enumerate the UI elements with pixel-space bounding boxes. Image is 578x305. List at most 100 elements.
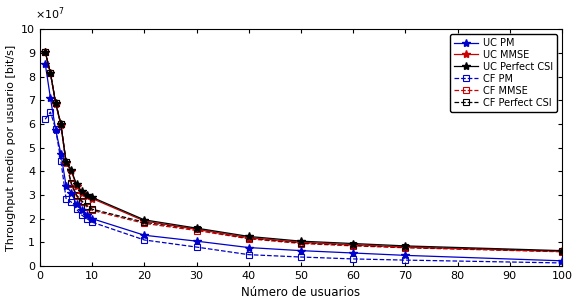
UC PM: [193, 239, 200, 243]
UC MMSE: [52, 102, 59, 106]
Legend: UC PM, UC MMSE, UC Perfect CSI, CF PM, CF MMSE, CF Perfect CSI: UC PM, UC MMSE, UC Perfect CSI, CF PM, C…: [450, 34, 557, 112]
CF MMSE: [245, 237, 252, 241]
UC Perfect CSI: [83, 193, 90, 197]
CF MMSE: [68, 182, 75, 186]
UC Perfect CSI: [68, 168, 75, 172]
UC MMSE: [558, 249, 565, 253]
CF PM: [245, 253, 252, 257]
CF Perfect CSI: [88, 207, 95, 211]
UC MMSE: [62, 161, 69, 165]
UC MMSE: [73, 184, 80, 187]
UC MMSE: [298, 241, 305, 244]
CF PM: [141, 238, 148, 242]
CF MMSE: [73, 194, 80, 198]
UC Perfect CSI: [558, 249, 565, 253]
UC PM: [62, 184, 69, 187]
CF Perfect CSI: [78, 199, 85, 203]
CF MMSE: [298, 242, 305, 245]
UC PM: [42, 62, 49, 65]
UC PM: [52, 128, 59, 132]
UC MMSE: [83, 194, 90, 198]
CF MMSE: [350, 244, 357, 248]
CF MMSE: [558, 250, 565, 254]
CF Perfect CSI: [62, 160, 69, 164]
UC MMSE: [47, 71, 54, 75]
Line: UC MMSE: UC MMSE: [41, 48, 566, 256]
UC Perfect CSI: [402, 244, 409, 248]
CF Perfect CSI: [141, 221, 148, 224]
UC Perfect CSI: [73, 182, 80, 186]
UC PM: [57, 152, 64, 155]
CF MMSE: [57, 122, 64, 126]
UC Perfect CSI: [47, 71, 54, 75]
CF MMSE: [78, 200, 85, 204]
UC PM: [141, 233, 148, 237]
CF MMSE: [88, 209, 95, 212]
UC MMSE: [68, 170, 75, 173]
CF PM: [78, 213, 85, 217]
CF MMSE: [141, 221, 148, 225]
UC PM: [558, 259, 565, 263]
Line: UC Perfect CSI: UC Perfect CSI: [41, 48, 566, 255]
CF MMSE: [47, 71, 54, 75]
UC MMSE: [57, 123, 64, 127]
UC Perfect CSI: [42, 50, 49, 54]
CF Perfect CSI: [245, 236, 252, 240]
UC PM: [298, 249, 305, 253]
UC PM: [350, 251, 357, 255]
UC Perfect CSI: [141, 218, 148, 222]
UC MMSE: [193, 228, 200, 231]
Text: $\times 10^7$: $\times 10^7$: [35, 5, 65, 22]
CF MMSE: [402, 246, 409, 249]
UC PM: [402, 253, 409, 257]
CF PM: [57, 159, 64, 163]
CF MMSE: [52, 101, 59, 104]
CF PM: [193, 245, 200, 249]
CF Perfect CSI: [57, 122, 64, 126]
CF PM: [47, 110, 54, 114]
Line: CF MMSE: CF MMSE: [42, 48, 565, 255]
Line: UC PM: UC PM: [41, 59, 566, 265]
CF Perfect CSI: [558, 249, 565, 253]
UC MMSE: [245, 236, 252, 239]
UC PM: [68, 191, 75, 195]
UC Perfect CSI: [245, 235, 252, 238]
CF PM: [298, 255, 305, 259]
CF PM: [73, 207, 80, 211]
CF Perfect CSI: [83, 204, 90, 207]
UC Perfect CSI: [57, 122, 64, 126]
UC MMSE: [402, 245, 409, 249]
Y-axis label: Throughput medio por usuario [bit/s]: Throughput medio por usuario [bit/s]: [6, 45, 16, 251]
CF PM: [83, 217, 90, 221]
UC PM: [83, 213, 90, 217]
CF PM: [62, 197, 69, 200]
CF PM: [350, 257, 357, 261]
CF MMSE: [193, 229, 200, 232]
CF PM: [52, 127, 59, 131]
CF MMSE: [62, 160, 69, 164]
UC PM: [88, 217, 95, 221]
UC MMSE: [350, 243, 357, 246]
UC MMSE: [78, 191, 85, 195]
Line: CF Perfect CSI: CF Perfect CSI: [42, 48, 565, 255]
CF PM: [68, 200, 75, 204]
CF Perfect CSI: [298, 241, 305, 245]
UC PM: [47, 96, 54, 100]
CF PM: [42, 117, 49, 121]
UC MMSE: [141, 219, 148, 223]
CF Perfect CSI: [402, 246, 409, 249]
UC Perfect CSI: [88, 196, 95, 199]
UC MMSE: [42, 50, 49, 54]
UC PM: [78, 209, 85, 212]
CF Perfect CSI: [73, 193, 80, 197]
CF Perfect CSI: [350, 243, 357, 247]
CF MMSE: [83, 205, 90, 209]
CF Perfect CSI: [52, 101, 59, 104]
UC Perfect CSI: [62, 160, 69, 164]
CF Perfect CSI: [42, 50, 49, 54]
UC MMSE: [88, 197, 95, 200]
CF PM: [558, 261, 565, 265]
UC PM: [245, 246, 252, 249]
UC Perfect CSI: [52, 101, 59, 104]
CF PM: [402, 258, 409, 262]
